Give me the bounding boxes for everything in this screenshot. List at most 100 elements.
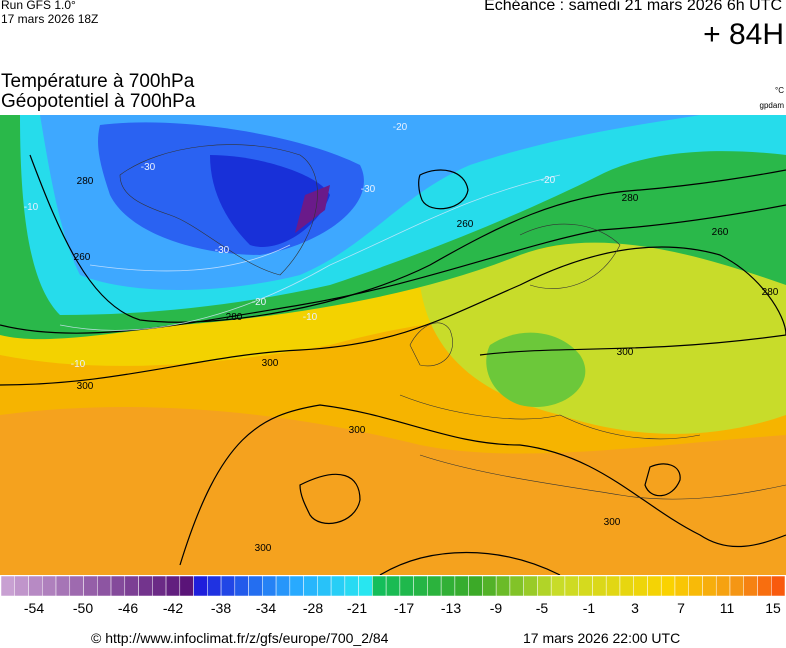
colorbar-label: -46 <box>118 600 138 616</box>
colorbar-label: 7 <box>677 600 685 616</box>
colorbar-swatch <box>770 575 786 597</box>
colorbar-label: -17 <box>394 600 414 616</box>
contour-label: 300 <box>349 425 366 436</box>
isotherm-label: -30 <box>141 162 156 173</box>
contour-label: 300 <box>604 517 621 528</box>
colorbar-swatch <box>55 575 71 597</box>
colorbar-swatch <box>468 575 483 597</box>
colorbar-swatch <box>482 575 497 597</box>
colorbar-swatch <box>28 575 43 597</box>
colorbar-label: -13 <box>441 600 461 616</box>
contour-label: 260 <box>712 227 729 238</box>
colorbar-swatch <box>550 575 566 597</box>
run-label: Run GFS 1.0° <box>1 0 76 12</box>
colorbar-label: -54 <box>24 600 44 616</box>
generated-time: 17 mars 2026 22:00 UTC <box>523 630 681 646</box>
colorbar-swatch <box>97 575 112 597</box>
contour-label: 300 <box>617 347 634 358</box>
colorbar-swatch <box>179 575 194 597</box>
isotherm-label: -20 <box>541 175 556 186</box>
isotherm-label: -10 <box>71 359 86 370</box>
colorbar-swatch <box>564 575 579 597</box>
unit-temperature: °C <box>775 86 784 95</box>
isotherm-label: -20 <box>252 297 267 308</box>
contour-label: 300 <box>262 358 279 369</box>
colorbar-swatch <box>42 575 57 597</box>
contour-label: 280 <box>226 312 243 323</box>
isotherm-label: -10 <box>24 202 39 213</box>
colorbar-label: 3 <box>631 600 639 616</box>
colorbar-swatch <box>303 575 318 597</box>
map-labels: 260 280 280 300 300 300 300 300 280 260 300 280 260 -… <box>24 122 779 554</box>
colorbar-label: -9 <box>490 600 503 616</box>
colorbar-swatch <box>399 575 414 597</box>
contour-label: 300 <box>255 543 272 554</box>
forecast-time: Echéance : samedi 21 mars 2026 6h UTC <box>484 0 782 14</box>
colorbar-swatch <box>344 575 359 597</box>
colorbar-swatch <box>702 575 717 597</box>
colorbar-swatch <box>358 575 373 597</box>
colorbar-label: -34 <box>256 600 276 616</box>
colorbar-swatch <box>715 575 731 597</box>
colorbar-swatch <box>578 575 593 597</box>
purple-core <box>295 185 330 233</box>
colorbar-swatch <box>605 575 621 597</box>
colorbar-swatch <box>385 575 401 597</box>
title-geopotential: Géopotentiel à 700hPa <box>1 91 196 112</box>
colorbar-swatch <box>743 575 758 597</box>
colorbar-label: -50 <box>73 600 93 616</box>
title-temperature: Température à 700hPa <box>1 71 195 92</box>
contour-label: 280 <box>622 193 639 204</box>
colorbar-swatch <box>0 575 16 597</box>
contour-label: 300 <box>77 381 94 392</box>
colorbar-swatch <box>262 575 277 597</box>
colorbar-label: -5 <box>536 600 549 616</box>
colorbar-swatch <box>69 575 84 597</box>
colorbar-swatch <box>165 575 181 597</box>
colorbar-label: -1 <box>583 600 596 616</box>
unit-geopotential: gpdam <box>759 101 784 110</box>
orange-field <box>0 406 786 575</box>
colorbar-swatch <box>509 575 524 597</box>
colorbar-swatch <box>124 575 139 597</box>
colorbar-swatch <box>523 575 538 597</box>
colorbar: -54 -50 -46 -42 -38 -34 -28 -21 -17 -13 -9 -5 -1 3 7 11… <box>0 575 786 616</box>
colorbar-swatch <box>674 575 689 597</box>
colorbar-swatch <box>207 575 222 597</box>
colorbar-swatch <box>454 575 469 597</box>
colorbar-swatch <box>427 575 442 597</box>
colorbar-swatch <box>729 575 744 597</box>
colorbar-swatch <box>440 575 456 597</box>
coastlines <box>119 144 786 500</box>
colorbar-swatch <box>688 575 703 597</box>
colorbar-swatch <box>660 575 676 597</box>
isotherms <box>59 174 561 331</box>
colorbar-label: -38 <box>211 600 231 616</box>
lead-time: + 84H <box>703 18 784 51</box>
colorbar-swatch <box>14 575 29 597</box>
colorbar-swatch <box>275 575 291 597</box>
contour-label: 280 <box>762 287 779 298</box>
colorbar-swatch <box>372 575 387 597</box>
colorbar-swatch <box>234 575 249 597</box>
colorbar-swatch <box>289 575 304 597</box>
green-blob <box>486 332 586 407</box>
contour-label: 280 <box>77 176 94 187</box>
colorbar-label: -28 <box>303 600 323 616</box>
colorbar-swatch <box>330 575 346 597</box>
colorbar-swatch <box>193 575 208 597</box>
map: 260 280 280 300 300 300 300 300 280 260 300 280 260 -… <box>0 115 786 575</box>
colorbar-label: -42 <box>163 600 183 616</box>
colorbar-swatch <box>138 575 153 597</box>
colorbar-swatch <box>152 575 167 597</box>
isotherm-label: -20 <box>393 122 408 133</box>
colorbar-swatch <box>83 575 98 597</box>
colorbar-swatch <box>537 575 552 597</box>
colorbar-swatch <box>220 575 236 597</box>
colorbar-swatch <box>647 575 662 597</box>
source-url: © http://www.infoclimat.fr/z/gfs/europe/… <box>91 630 389 646</box>
isotherm-label: -30 <box>215 245 230 256</box>
colorbar-swatch <box>413 575 428 597</box>
colorbar-swatch <box>633 575 648 597</box>
